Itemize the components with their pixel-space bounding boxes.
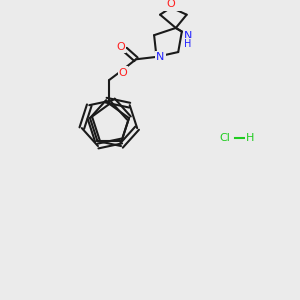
Text: Cl: Cl — [220, 133, 231, 143]
Text: H: H — [184, 39, 192, 49]
Text: H: H — [246, 133, 254, 143]
Text: N: N — [184, 31, 192, 41]
Text: O: O — [167, 0, 176, 9]
Text: N: N — [156, 52, 165, 62]
Text: O: O — [116, 42, 125, 52]
Text: O: O — [118, 68, 127, 78]
